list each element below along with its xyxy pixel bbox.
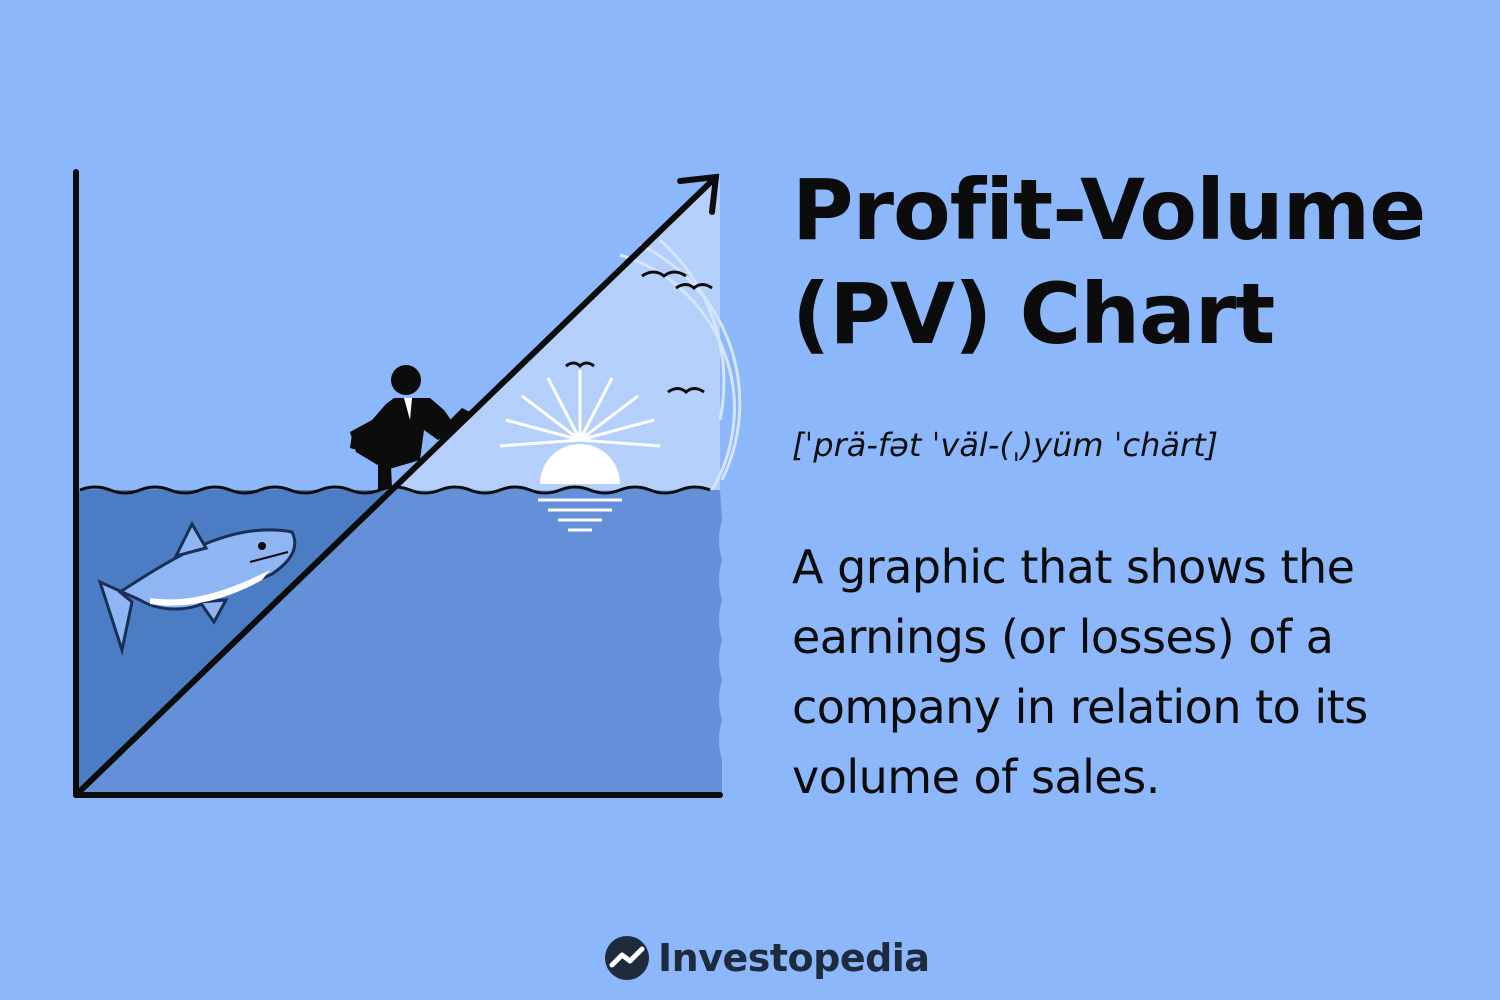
pv-chart-illustration	[73, 169, 742, 798]
shark	[97, 520, 297, 656]
pronunciation: [ˈprä-fət ˈväl-(ˌ)yüm ˈchärt]	[792, 426, 1219, 464]
sea	[76, 485, 722, 795]
rising-arrow	[73, 173, 720, 798]
setting-sun	[499, 370, 661, 532]
definition-text: A graphic that shows the earnings (or lo…	[792, 540, 1368, 804]
businessman	[350, 365, 470, 490]
investopedia-logo-icon	[605, 936, 649, 980]
brand-logo: Investopedia	[604, 930, 930, 986]
title-line-1: Profit-Volume	[792, 161, 1426, 259]
page-title: Profit-Volume (PV) Chart	[792, 158, 1472, 366]
birds	[565, 270, 713, 394]
brand-name: Investopedia	[658, 936, 930, 980]
chart-axes	[73, 169, 723, 798]
title-line-2: (PV) Chart	[792, 265, 1275, 363]
